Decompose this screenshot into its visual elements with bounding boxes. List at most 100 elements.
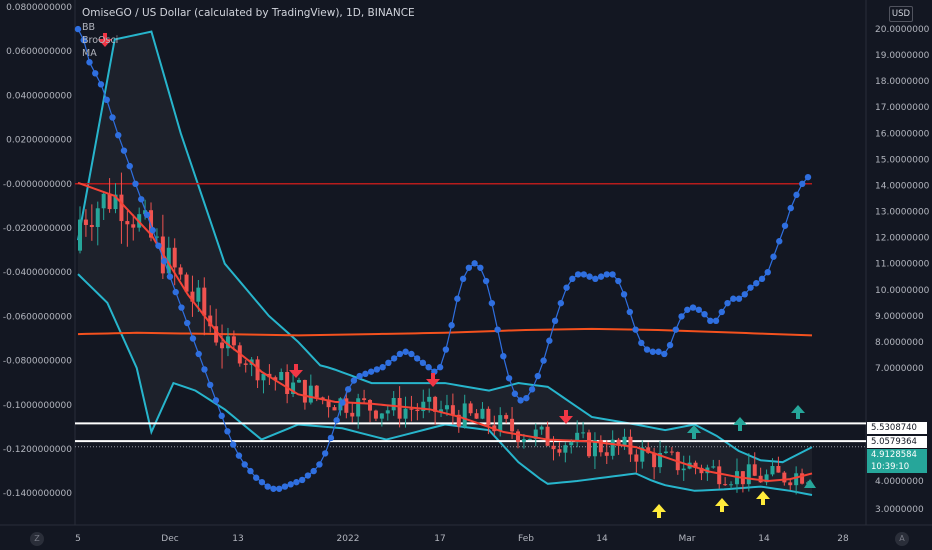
oscillator-point — [207, 381, 214, 389]
oscillator-point — [189, 335, 197, 342]
countdown-tag: 10:39:10 — [867, 461, 927, 473]
signal-up-arrow-green — [687, 425, 701, 439]
oscillator-point — [482, 277, 490, 285]
signal-down-arrow-head — [426, 379, 440, 387]
currency-badge[interactable]: USD — [889, 6, 913, 22]
candle-body — [421, 401, 426, 412]
candle-body — [729, 484, 734, 486]
candle-body — [261, 373, 266, 381]
candle-body — [669, 451, 674, 453]
indicator-label-broosci[interactable]: BroOsci — [82, 35, 119, 46]
indicator-label-ma[interactable]: MA — [82, 48, 97, 59]
candle-body — [462, 403, 467, 427]
candle-body — [711, 466, 716, 468]
oscillator-point — [212, 397, 220, 404]
candle-body — [764, 474, 769, 483]
candle-body — [770, 466, 775, 475]
candle-body — [663, 451, 668, 453]
right-axis-tick-label: 11.0000000 — [875, 260, 930, 270]
oscillator-point — [126, 162, 133, 170]
candle-body — [539, 426, 544, 430]
signal-up-arrow-green-head — [687, 425, 701, 433]
right-axis-tick-label: 14.0000000 — [875, 181, 930, 191]
oscillator-point — [770, 253, 777, 260]
oscillator-point — [97, 81, 105, 88]
candle-body — [255, 359, 260, 381]
oscillator-point — [557, 299, 565, 307]
oscillator-point — [396, 350, 404, 358]
candle-body — [214, 326, 219, 343]
oscillator-point — [178, 304, 185, 311]
candle-body — [172, 247, 177, 268]
time-axis-tick-label: 13 — [232, 534, 243, 544]
oscillator-point — [735, 295, 743, 302]
candle-body — [296, 379, 301, 383]
price-tag-lower: 5.0579364 — [867, 436, 927, 448]
candle-body — [800, 473, 805, 484]
oscillator-point — [534, 372, 542, 380]
right-axis-tick-label: 20.0000000 — [875, 25, 930, 35]
oscillator-point — [551, 317, 559, 325]
candle-body — [397, 397, 402, 419]
oscillator-point — [120, 147, 128, 154]
right-axis-tick-label: 10.0000000 — [875, 286, 930, 296]
candle-body — [646, 447, 651, 453]
candle-body — [681, 468, 686, 471]
time-axis-tick-label: Mar — [679, 534, 696, 544]
auto-scale-icon[interactable]: A — [895, 532, 909, 546]
oscillator-point — [241, 461, 248, 468]
oscillator-point — [143, 211, 151, 218]
oscillator-point — [74, 25, 82, 33]
left-axis-tick-label: -0.0000000000 — [3, 180, 72, 190]
signal-down-arrow-head — [98, 39, 112, 47]
candle-body — [592, 439, 597, 457]
candle-body — [794, 473, 799, 486]
signal-up-arrow-green-stem — [796, 411, 800, 419]
oscillator-point — [344, 386, 352, 393]
oscillator-point — [184, 319, 191, 327]
oscillator-point — [505, 375, 513, 382]
indicator-label-bb[interactable]: BB — [82, 22, 96, 33]
candle-body — [314, 385, 319, 398]
candle-body — [752, 464, 757, 476]
oscillator-point — [275, 485, 283, 492]
oscillator-point — [264, 483, 271, 490]
zoom-icon[interactable]: Z — [30, 532, 44, 546]
left-axis-tick-label: 0.0800000000 — [6, 3, 72, 13]
oscillator-point — [298, 476, 306, 484]
candle-body — [225, 336, 230, 349]
oscillator-point — [609, 271, 616, 278]
candle-body — [604, 452, 609, 456]
candle-body — [178, 267, 183, 275]
left-axis-tick-label: -0.0400000000 — [3, 268, 72, 278]
time-axis-tick-label: 2022 — [337, 534, 360, 544]
oscillator-point — [304, 472, 312, 479]
candle-body — [154, 236, 159, 238]
oscillator-point — [787, 204, 794, 212]
right-axis-tick-label: 4.0000000 — [875, 477, 924, 487]
signal-down-arrow-stem — [431, 373, 435, 381]
oscillator-point — [764, 269, 771, 276]
oscillator-point — [252, 474, 260, 481]
candle-body — [515, 431, 520, 442]
signal-down-arrow-stem — [564, 410, 568, 418]
oscillator-point — [758, 275, 766, 283]
oscillator-point — [224, 428, 231, 435]
right-axis-tick-label: 17.0000000 — [875, 103, 930, 113]
oscillator-point — [459, 275, 467, 283]
oscillator-point — [362, 370, 369, 378]
candle-body — [498, 415, 503, 432]
signal-down-arrow-stem — [294, 364, 298, 372]
candle-body — [415, 409, 420, 412]
oscillator-point — [724, 299, 731, 307]
oscillator-point — [672, 326, 679, 333]
right-axis-tick-label: 19.0000000 — [875, 51, 930, 61]
candle-body — [107, 193, 112, 210]
candle-body — [427, 396, 432, 402]
candle-body — [563, 445, 568, 453]
oscillator-point — [574, 271, 582, 278]
right-axis-tick-label: 3.0000000 — [875, 505, 924, 515]
oscillator-point — [747, 284, 754, 291]
candle-body — [658, 452, 663, 468]
